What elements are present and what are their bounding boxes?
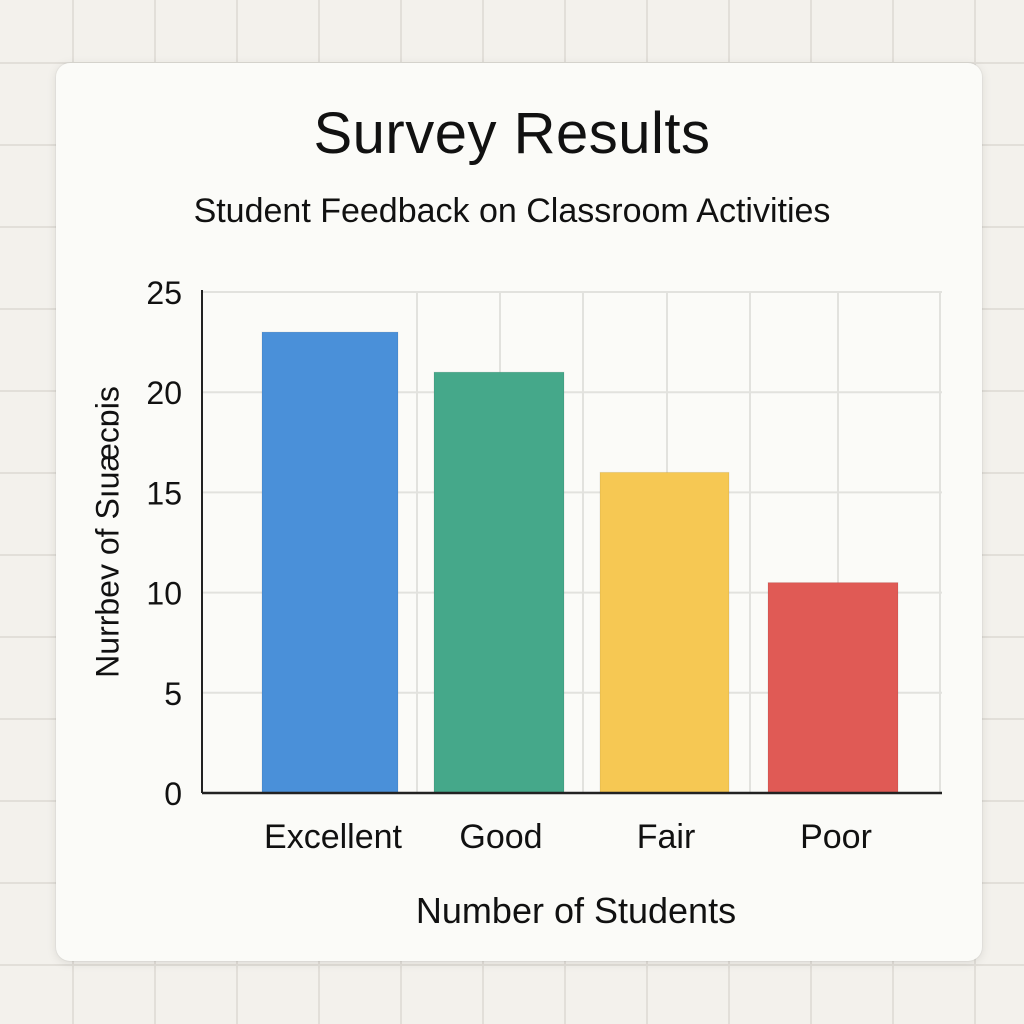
bar-good: [433, 371, 565, 794]
axes: [201, 290, 942, 795]
bar-fair: [599, 471, 730, 794]
bar-excellent: [261, 331, 399, 794]
y-tick-label: 10: [146, 576, 182, 612]
x-tick-label: Excellent: [264, 818, 403, 856]
x-tick-label: Good: [459, 818, 542, 856]
y-tick-label: 0: [164, 776, 182, 812]
x-tick-label: Poor: [800, 818, 872, 856]
y-tick-label: 25: [146, 275, 182, 311]
y-tick-label: 5: [164, 676, 182, 712]
bar-poor: [767, 582, 899, 794]
y-tick-label: 20: [146, 375, 182, 411]
chart-subtitle: Student Feedback on Classroom Activities: [193, 192, 831, 230]
x-tick-label: Fair: [637, 818, 696, 856]
x-axis-label: Number of Students: [415, 890, 737, 931]
tick-labels: 0 5 10 15 20 25 Excellent Good Fair Poor: [146, 275, 872, 856]
chart-title: Survey Results: [313, 101, 711, 166]
y-tick-label: 15: [146, 475, 182, 511]
bars: [261, 331, 899, 794]
